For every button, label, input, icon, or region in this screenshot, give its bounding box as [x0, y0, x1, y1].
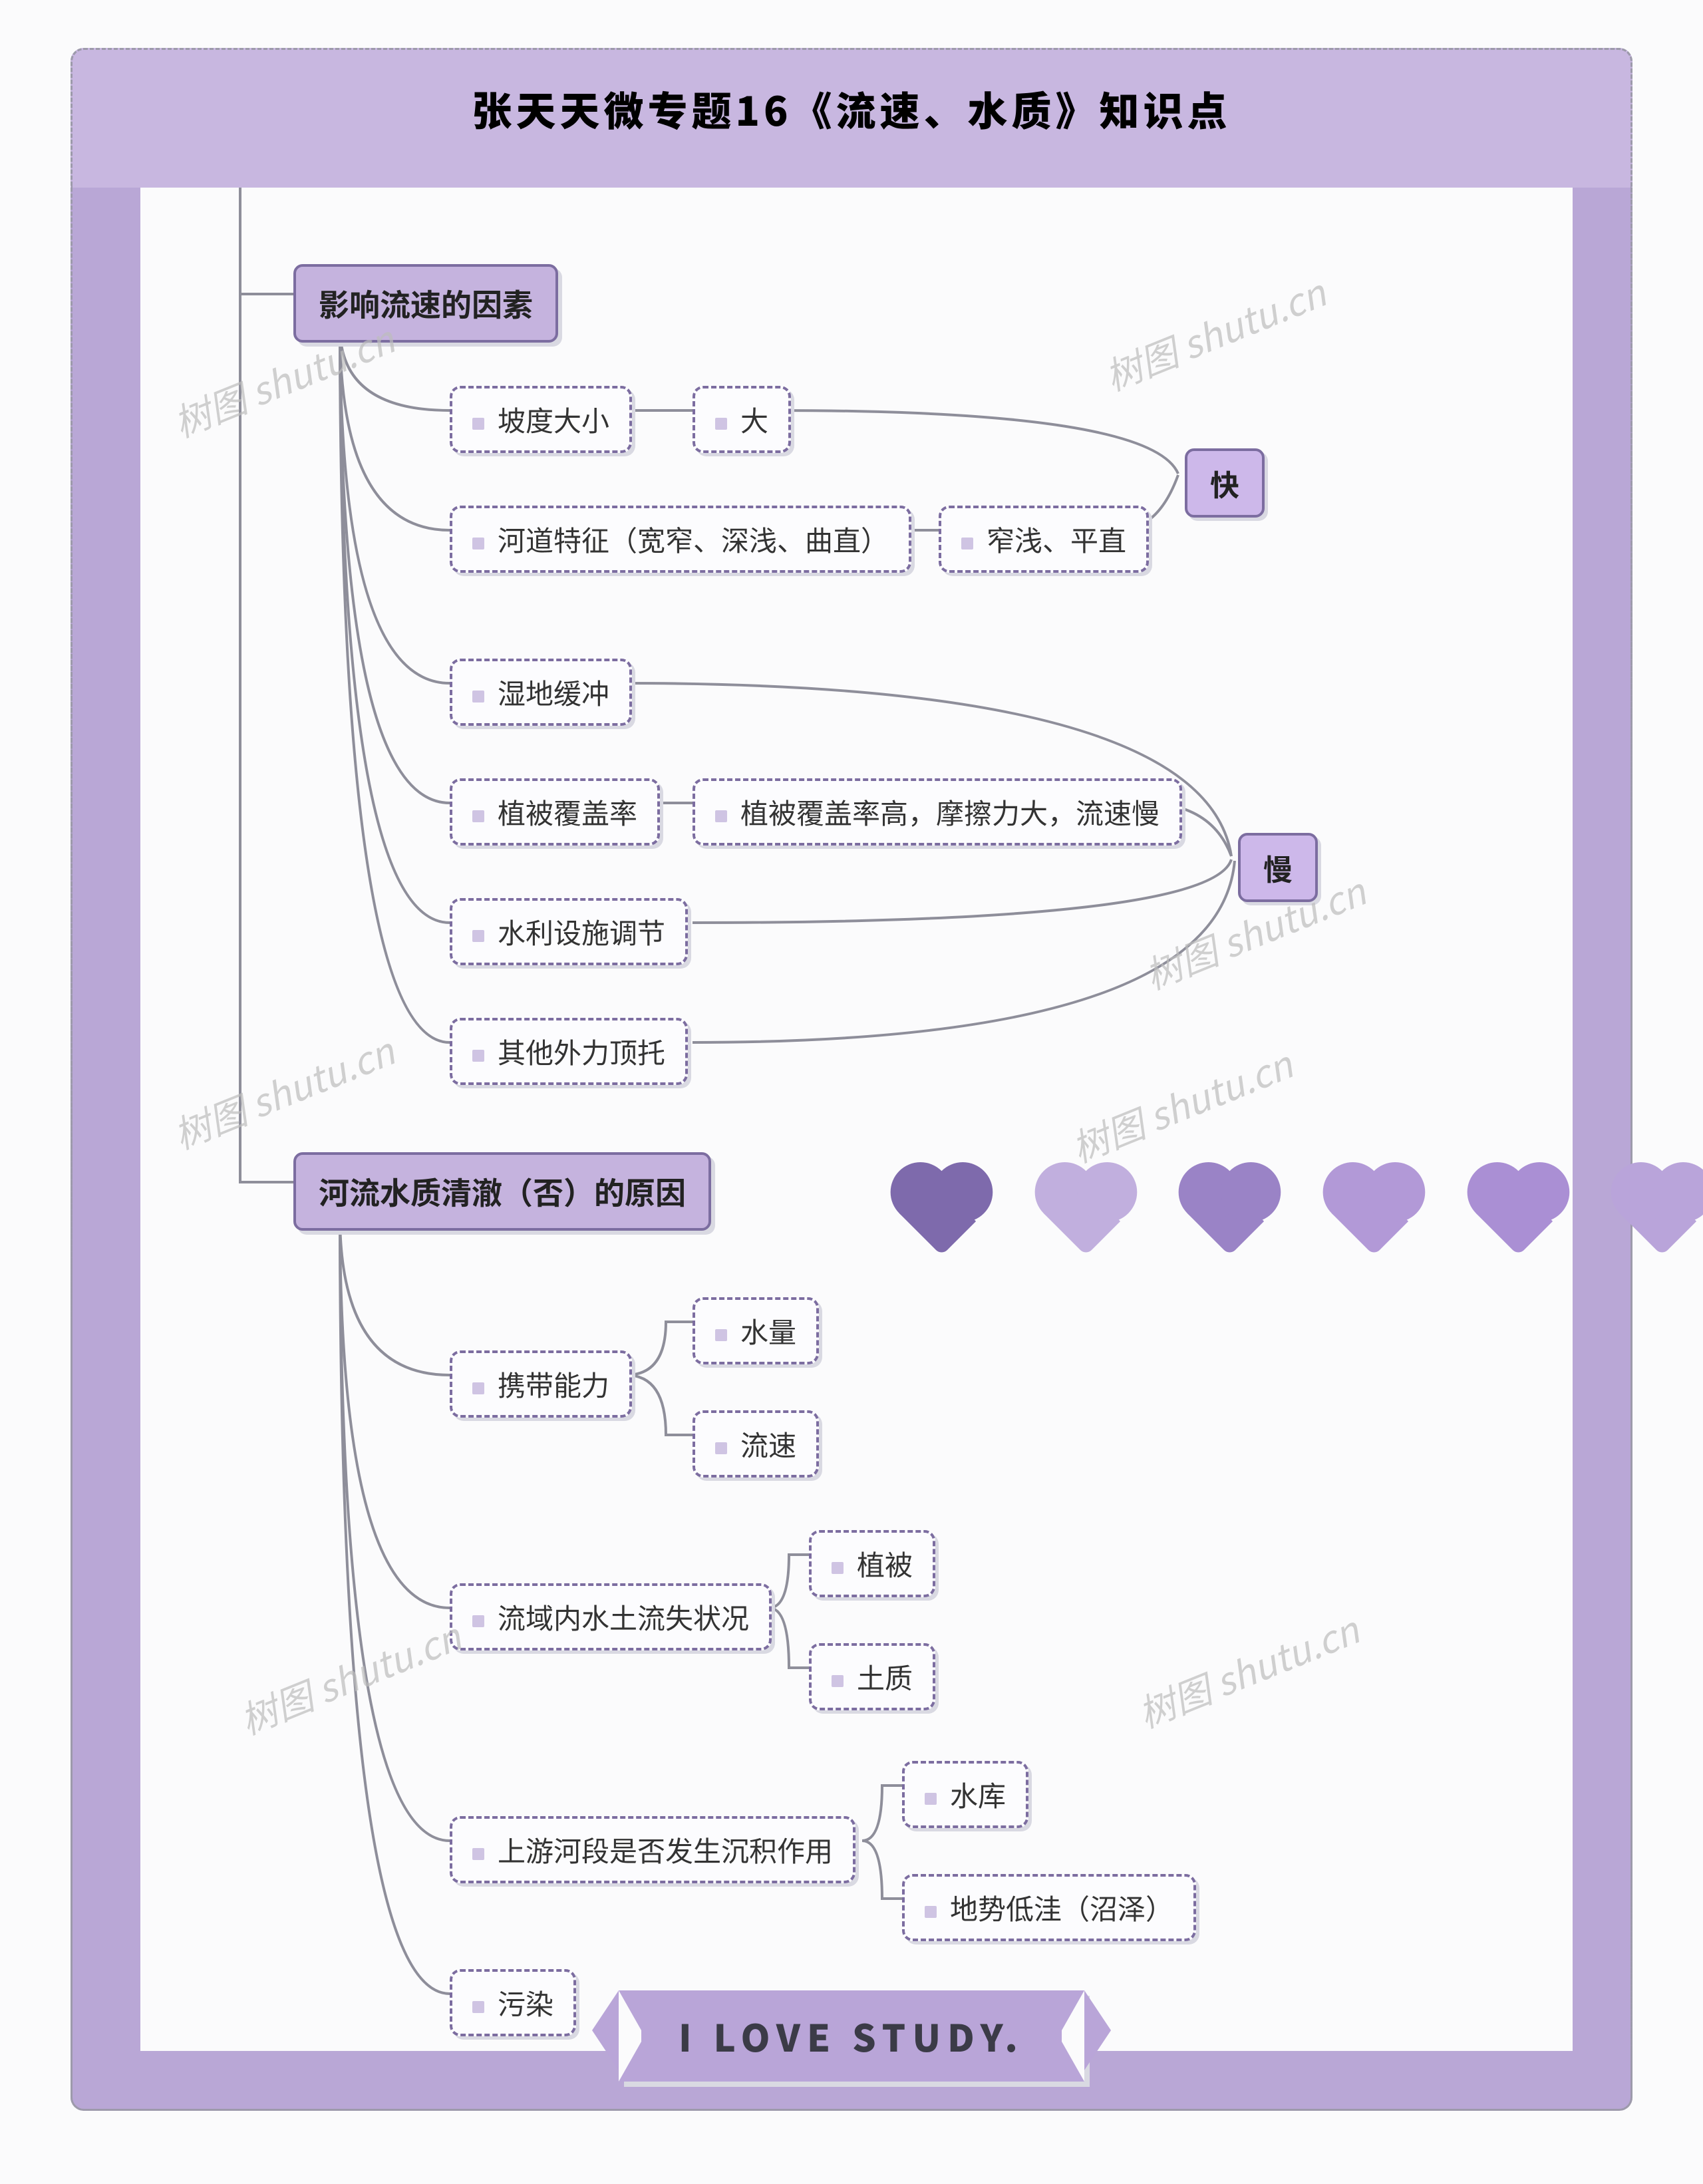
page-root: 张天天微专题16《流速、水质》知识点 [0, 0, 1703, 2184]
node-label: 湿地缓冲 [498, 672, 609, 712]
node-channel: 河道特征（宽窄、深浅、曲直） [450, 506, 911, 573]
heart-icon [1476, 1179, 1553, 1255]
hearts-divider [865, 1181, 1703, 1254]
result-label: 快 [1210, 462, 1239, 504]
node-label: 地势低洼（沼泽） [950, 1887, 1173, 1928]
node-slope-child: 大 [693, 386, 791, 453]
node-label: 流域内水土流失状况 [498, 1597, 749, 1637]
node-label: 上游河段是否发生沉积作用 [498, 1829, 833, 1870]
node-label: 其他外力顶托 [498, 1031, 665, 1072]
connector-lines [140, 188, 1573, 2051]
node-label: 水利设施调节 [498, 911, 665, 952]
node-label: 植被覆盖率 [498, 792, 637, 832]
node-label: 植被覆盖率高，摩擦力大，流速慢 [740, 792, 1160, 832]
section-node-water-quality: 河流水质清澈（否）的原因 [293, 1152, 711, 1231]
node-label: 窄浅、平直 [987, 519, 1126, 559]
page-title: 张天天微专题16《流速、水质》知识点 [472, 80, 1231, 138]
heart-icon [1620, 1179, 1696, 1255]
node-upstream: 上游河段是否发生沉积作用 [450, 1816, 855, 1883]
result-fast: 快 [1185, 448, 1265, 518]
node-upstream-c1: 水库 [902, 1761, 1028, 1828]
node-upstream-c2: 地势低洼（沼泽） [902, 1874, 1196, 1941]
content-area: 影响流速的因素 坡度大小 大 河道特征（宽窄、深浅、曲直） 窄浅、平直 快 湿地… [140, 188, 1573, 2051]
node-carry: 携带能力 [450, 1350, 632, 1418]
node-veg-child: 植被覆盖率高，摩擦力大，流速慢 [693, 778, 1182, 846]
node-wetland: 湿地缓冲 [450, 659, 632, 726]
node-label: 水库 [950, 1774, 1006, 1815]
node-label: 河道特征（宽窄、深浅、曲直） [498, 519, 889, 559]
node-channel-child: 窄浅、平直 [939, 506, 1149, 573]
heart-icon [1043, 1179, 1120, 1255]
node-slope: 坡度大小 [450, 386, 632, 453]
study-text: I LOVE STUDY. [679, 2009, 1024, 2063]
node-label: 携带能力 [498, 1364, 609, 1404]
section-node-flow-speed: 影响流速的因素 [293, 264, 558, 343]
node-label: 水量 [740, 1311, 796, 1351]
node-erosion: 流域内水土流失状况 [450, 1583, 772, 1650]
node-erosion-c2: 土质 [809, 1643, 935, 1710]
node-other: 其他外力顶托 [450, 1018, 688, 1085]
heart-icon [899, 1179, 976, 1255]
node-veg: 植被覆盖率 [450, 778, 660, 846]
heart-icon [1332, 1179, 1408, 1255]
node-carry-c1: 水量 [693, 1297, 819, 1364]
node-water: 水利设施调节 [450, 898, 688, 965]
node-label: 坡度大小 [498, 399, 609, 440]
node-label: 污染 [498, 1982, 553, 2023]
section-label: 影响流速的因素 [319, 281, 533, 325]
node-label: 流速 [740, 1424, 796, 1464]
node-pollution: 污染 [450, 1969, 576, 2036]
node-label: 土质 [857, 1656, 913, 1697]
section-label: 河流水质清澈（否）的原因 [319, 1170, 686, 1213]
node-label: 植被 [857, 1543, 913, 1584]
node-erosion-c1: 植被 [809, 1530, 935, 1597]
node-label: 大 [740, 399, 768, 440]
heart-icon [1187, 1179, 1264, 1255]
result-label: 慢 [1263, 846, 1293, 889]
result-slow: 慢 [1238, 833, 1318, 902]
node-carry-c2: 流速 [693, 1410, 819, 1478]
study-badge: I LOVE STUDY. [619, 1990, 1084, 2082]
